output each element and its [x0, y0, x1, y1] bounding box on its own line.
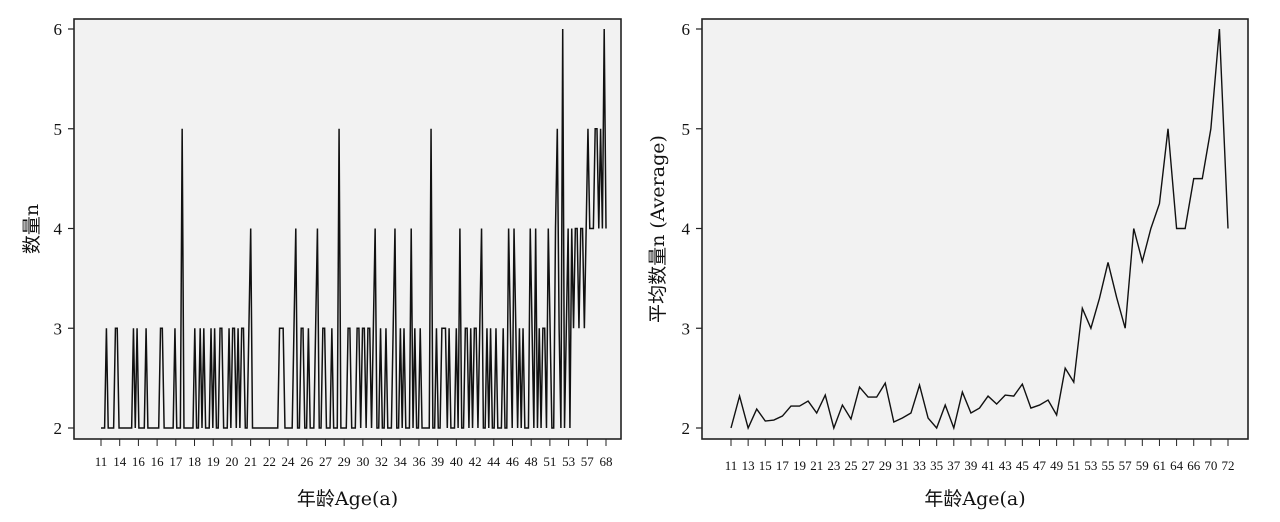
x-tick-label: 27	[319, 454, 333, 469]
x-tick-label: 57	[1119, 458, 1133, 473]
x-tick-label: 21	[244, 454, 257, 469]
x-tick-label: 39	[964, 458, 977, 473]
x-tick-label: 59	[1136, 458, 1149, 473]
y-tick-label: 3	[682, 319, 691, 338]
x-tick-label: 40	[450, 454, 463, 469]
x-tick-label: 66	[1187, 458, 1201, 473]
y-tick-label: 2	[54, 419, 63, 438]
x-tick-label: 29	[338, 454, 351, 469]
x-tick-label: 19	[207, 454, 220, 469]
y-tick-label: 5	[682, 120, 691, 139]
x-tick-label: 35	[930, 458, 943, 473]
x-tick-label: 72	[1222, 458, 1235, 473]
x-tick-label: 53	[1084, 458, 1097, 473]
x-tick-label: 13	[742, 458, 755, 473]
x-tick-label: 41	[982, 458, 995, 473]
y-axis-label: 平均数量n (Average)	[647, 135, 669, 323]
x-tick-label: 31	[896, 458, 909, 473]
x-tick-label: 18	[188, 454, 201, 469]
x-tick-label: 51	[543, 454, 556, 469]
plot-area	[701, 18, 1249, 440]
x-tick-label: 25	[844, 458, 857, 473]
x-tick-label: 24	[282, 454, 296, 469]
y-tick-label: 6	[682, 20, 691, 39]
x-tick-label: 51	[1067, 458, 1080, 473]
x-tick-label: 15	[759, 458, 772, 473]
x-tick-label: 53	[562, 454, 575, 469]
x-tick-label: 21	[810, 458, 823, 473]
x-tick-label: 44	[487, 454, 501, 469]
x-tick-label: 34	[394, 454, 408, 469]
x-tick-label: 16	[151, 454, 165, 469]
x-tick-label: 43	[999, 458, 1012, 473]
x-tick-label: 19	[793, 458, 806, 473]
y-tick-label: 2	[682, 419, 691, 438]
x-tick-label: 68	[600, 454, 613, 469]
x-tick-label: 37	[947, 458, 961, 473]
x-tick-label: 11	[95, 454, 108, 469]
x-tick-label: 48	[525, 454, 538, 469]
x-axis-label: 年龄Age(a)	[297, 488, 398, 510]
x-tick-label: 64	[1170, 458, 1184, 473]
y-tick-label: 3	[54, 319, 63, 338]
x-tick-label: 17	[776, 458, 790, 473]
x-tick-label: 61	[1153, 458, 1166, 473]
x-tick-label: 57	[581, 454, 595, 469]
series-line	[730, 28, 1229, 431]
y-tick-label: 6	[54, 20, 63, 39]
x-tick-label: 20	[225, 454, 238, 469]
y-tick-label: 4	[54, 220, 63, 239]
x-axis-label: 年龄Age(a)	[924, 488, 1025, 510]
x-tick-label: 70	[1204, 458, 1217, 473]
x-tick-label: 33	[913, 458, 926, 473]
x-tick-label: 30	[356, 454, 369, 469]
x-tick-label: 14	[113, 454, 127, 469]
x-tick-label: 32	[375, 454, 388, 469]
x-tick-label: 45	[1016, 458, 1029, 473]
x-tick-label: 39	[431, 454, 444, 469]
x-tick-label: 17	[169, 454, 183, 469]
x-tick-label: 42	[469, 454, 482, 469]
x-tick-label: 49	[1050, 458, 1063, 473]
x-tick-label: 29	[879, 458, 892, 473]
series-line	[101, 28, 607, 429]
x-tick-label: 23	[827, 458, 840, 473]
x-tick-label: 26	[300, 454, 314, 469]
x-tick-label: 27	[862, 458, 876, 473]
y-tick-label: 4	[682, 220, 691, 239]
x-tick-label: 36	[412, 454, 426, 469]
x-tick-label: 46	[506, 454, 520, 469]
y-axis-label: 数量n	[21, 204, 43, 254]
x-tick-label: 16	[132, 454, 146, 469]
x-tick-label: 47	[1033, 458, 1047, 473]
x-tick-label: 11	[725, 458, 738, 473]
y-tick-label: 5	[54, 120, 63, 139]
x-tick-label: 55	[1102, 458, 1115, 473]
x-tick-label: 22	[263, 454, 276, 469]
